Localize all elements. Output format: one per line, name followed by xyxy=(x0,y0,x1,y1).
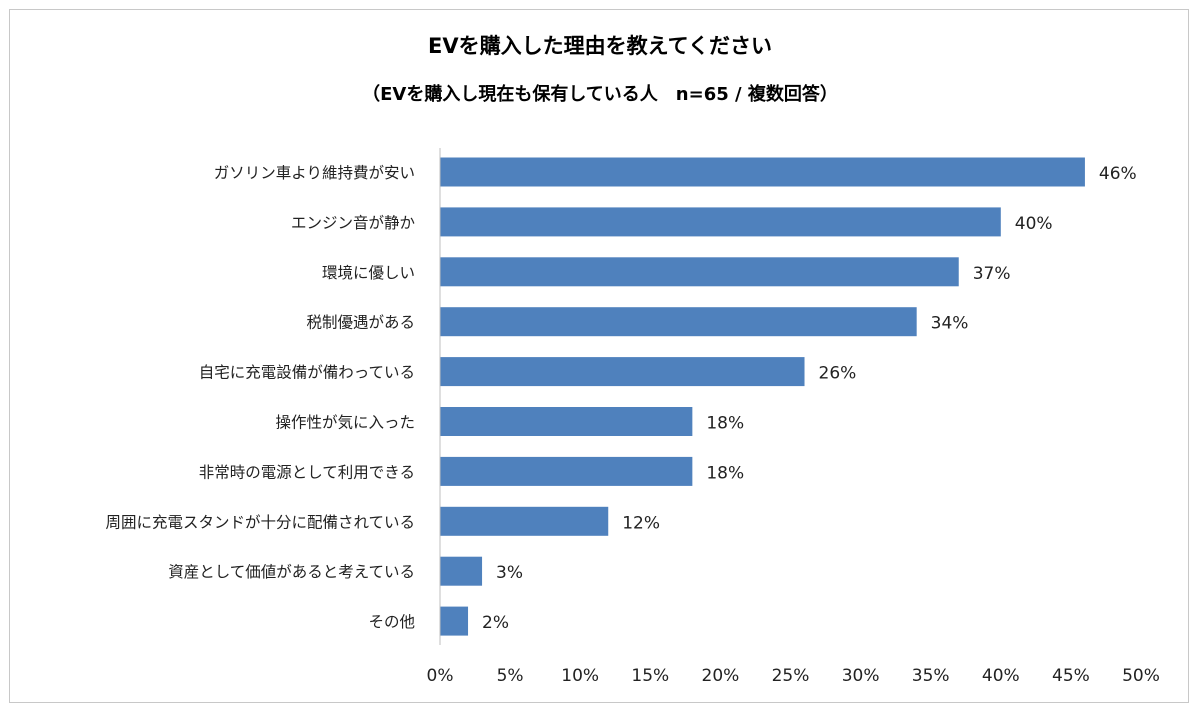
x-tick-label-2: 10% xyxy=(561,666,599,686)
x-tick-label-7: 35% xyxy=(912,666,950,686)
bar-3 xyxy=(440,307,917,337)
data-label-6: 18% xyxy=(706,463,744,483)
bar-4 xyxy=(440,357,805,387)
data-label-5: 18% xyxy=(706,414,744,434)
bars-group xyxy=(440,157,1085,636)
bar-0 xyxy=(440,157,1085,187)
bar-2 xyxy=(440,257,959,287)
category-label-4: 自宅に充電設備が備わっている xyxy=(199,364,415,382)
chart-frame xyxy=(9,9,1189,703)
category-label-0: ガソリン車より維持費が安い xyxy=(214,164,415,182)
category-label-3: 税制優遇がある xyxy=(306,314,415,332)
x-tick-label-4: 20% xyxy=(702,666,740,686)
bar-7 xyxy=(440,506,609,536)
bar-6 xyxy=(440,456,693,486)
x-tick-label-0: 0% xyxy=(427,666,454,686)
x-tick-label-1: 5% xyxy=(497,666,524,686)
x-tick-label-9: 45% xyxy=(1052,666,1090,686)
chart-subtitle: （EVを購入し現在も保有している人 n=65 / 複数回答） xyxy=(362,83,838,105)
category-label-1: エンジン音が静か xyxy=(291,214,415,232)
category-labels: ガソリン車より維持費が安いエンジン音が静か環境に優しい税制優遇がある自宅に充電設… xyxy=(105,164,415,631)
data-label-1: 40% xyxy=(1015,214,1053,234)
x-tick-label-8: 40% xyxy=(982,666,1020,686)
x-tick-label-5: 25% xyxy=(772,666,810,686)
category-label-8: 資産として価値があると考えている xyxy=(168,563,415,581)
x-tick-label-6: 30% xyxy=(842,666,880,686)
category-label-6: 非常時の電源として利用できる xyxy=(199,463,415,481)
category-label-7: 周囲に充電スタンドが十分に配備されている xyxy=(105,513,415,531)
data-label-0: 46% xyxy=(1099,164,1137,184)
category-label-2: 環境に優しい xyxy=(322,263,415,282)
data-labels: 46% 40% 37% 34% 26% 18% 18% 12% 3% 2% xyxy=(482,164,1137,633)
data-label-3: 34% xyxy=(931,314,969,334)
bar-9 xyxy=(440,606,469,636)
category-label-5: 操作性が気に入った xyxy=(275,414,415,432)
data-label-7: 12% xyxy=(622,513,660,533)
data-label-9: 2% xyxy=(482,613,509,633)
data-label-2: 37% xyxy=(973,264,1011,284)
x-tick-label-3: 15% xyxy=(631,666,669,686)
bar-8 xyxy=(440,556,483,586)
data-label-4: 26% xyxy=(819,364,857,384)
x-tick-label-10: 50% xyxy=(1122,666,1160,686)
bar-1 xyxy=(440,207,1001,237)
category-label-9: その他 xyxy=(368,613,415,631)
chart-title: EVを購入した理由を教えてください xyxy=(428,34,772,58)
bar-5 xyxy=(440,407,693,436)
x-axis-ticks: 0% 5% 10% 15% 20% 25% 30% 35% 40% 45% 50% xyxy=(427,666,1160,686)
data-label-8: 3% xyxy=(496,563,523,583)
